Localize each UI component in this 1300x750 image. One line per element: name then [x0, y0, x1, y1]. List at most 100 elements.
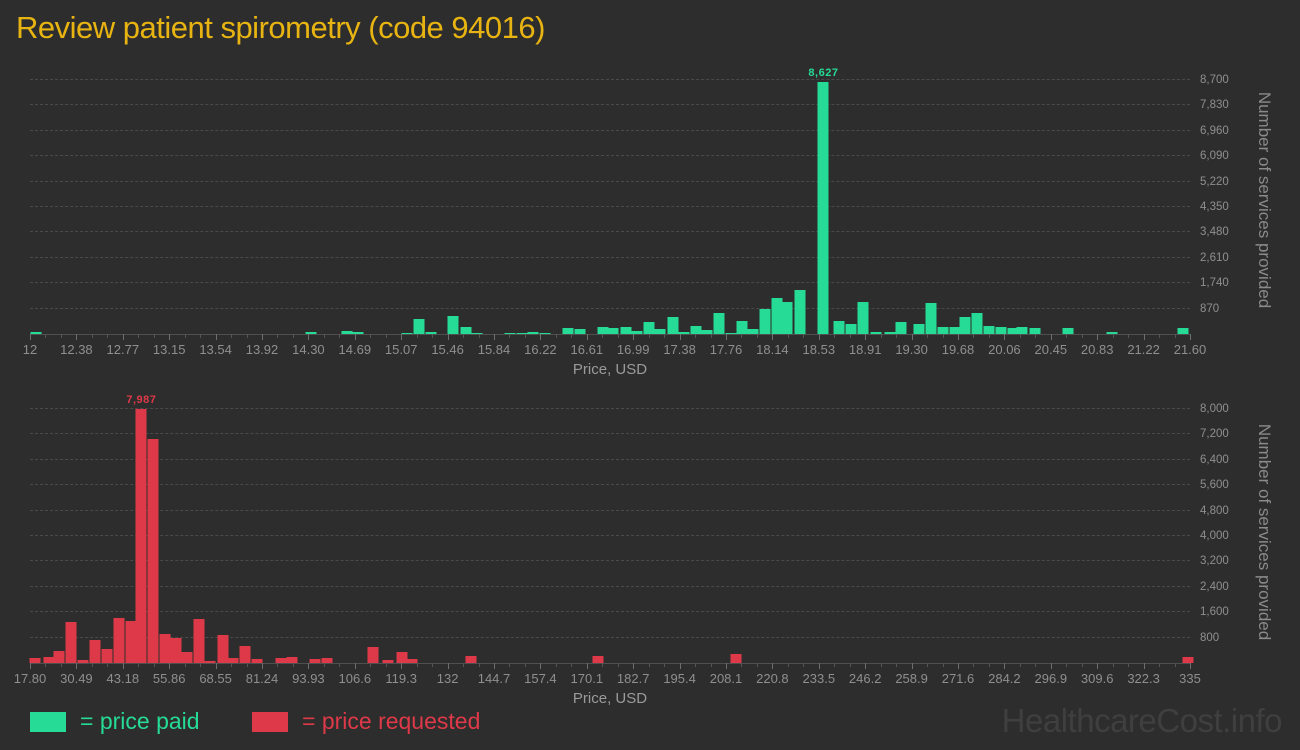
x-tick-label: 16.99 — [616, 342, 650, 357]
y-tick-label: 870 — [1200, 302, 1220, 315]
peak-value-label: 7,987 — [126, 394, 157, 407]
x-tick-label: 81.24 — [245, 671, 279, 686]
axis-tick — [401, 663, 403, 669]
x-tick-label: 15.46 — [431, 342, 464, 357]
y-tick-label: 4,800 — [1200, 504, 1229, 517]
x-tick-label: 21.60 — [1173, 342, 1207, 357]
axis-tick — [107, 663, 109, 667]
axis-tick — [200, 663, 202, 667]
x-axis-line — [30, 334, 1190, 335]
histogram-bar — [413, 319, 425, 334]
x-tick-label: 119.3 — [385, 671, 417, 686]
y-tick-label: 1,740 — [1200, 277, 1229, 290]
price-paid-legend-label: = price paid — [80, 708, 200, 734]
axis-tick — [385, 663, 387, 667]
x-tick-label: 20.06 — [988, 342, 1021, 357]
axis-tick — [617, 334, 619, 338]
x-tick-label: 157.4 — [524, 671, 557, 686]
axis-tick — [416, 663, 418, 667]
y-tick-label: 7,830 — [1200, 99, 1229, 112]
histogram-bar — [1007, 327, 1019, 334]
axis-tick — [555, 334, 557, 338]
histogram-bar — [227, 657, 239, 663]
histogram-bar — [286, 657, 298, 663]
x-tick-label: 271.6 — [941, 671, 975, 686]
axis-tick — [988, 663, 990, 667]
histogram-bar — [690, 325, 702, 334]
axis-tick — [323, 663, 325, 667]
x-tick-label: 68.55 — [199, 671, 232, 686]
axis-tick — [679, 334, 681, 340]
axis-tick — [973, 334, 975, 338]
axis-tick — [401, 334, 403, 340]
axis-tick — [122, 334, 124, 340]
axis-tick — [494, 663, 495, 669]
axis-tick — [60, 663, 62, 667]
histogram-bar — [971, 312, 983, 334]
axis-tick — [787, 663, 789, 667]
y-tick-label: 8,000 — [1200, 403, 1229, 415]
axis-tick — [540, 663, 542, 669]
price-requested-plot: 7,987 — [29, 394, 1194, 669]
histogram-bar — [125, 621, 137, 663]
histogram-bar — [181, 652, 193, 663]
axis-tick — [664, 663, 666, 667]
price-requested-xticks: 17.80 30.49 43.18 55.86 68.55 81.24 93.93 106.6… — [14, 671, 1201, 687]
gridline — [30, 611, 1190, 613]
axis-tick — [215, 663, 217, 669]
axis-tick — [958, 663, 959, 669]
gridline — [30, 408, 1190, 409]
price-paid-xaxis-title: Price, USD — [572, 361, 648, 378]
y-tick-label: 4,350 — [1200, 200, 1229, 213]
x-tick-label: 12.77 — [106, 342, 140, 357]
gridline — [30, 282, 1190, 284]
y-tick-label: 3,200 — [1200, 555, 1229, 568]
axis-tick — [1050, 663, 1052, 669]
axis-tick — [231, 334, 233, 338]
y-tick-label: 1,600 — [1200, 606, 1229, 619]
histogram-bar — [65, 622, 77, 663]
axis-tick — [45, 663, 47, 667]
axis-tick — [354, 334, 356, 340]
axis-tick — [354, 663, 356, 669]
gridline — [30, 636, 1190, 638]
histogram-bar — [516, 332, 528, 334]
axis-tick — [339, 663, 341, 667]
x-tick-label: 12 — [22, 342, 38, 357]
y-tick-label: 8,700 — [1200, 73, 1229, 86]
axis-tick — [509, 663, 511, 667]
axis-tick — [648, 663, 650, 667]
histogram-bar — [101, 649, 113, 663]
gridline — [30, 104, 1190, 106]
histogram-bar — [170, 637, 182, 663]
histogram-bar — [217, 635, 229, 663]
histogram-bar — [504, 333, 516, 334]
axis-tick — [30, 334, 31, 340]
axis-tick — [633, 334, 635, 340]
histogram-bar — [781, 301, 793, 334]
legend-item-price-requested: = price requested — [252, 708, 480, 735]
axis-tick — [277, 334, 279, 338]
x-tick-label: 43.18 — [106, 671, 140, 686]
histogram-bar — [925, 303, 937, 334]
axis-tick — [664, 334, 666, 338]
x-tick-label: 335 — [1179, 671, 1201, 686]
histogram-bar — [794, 290, 806, 334]
gridline — [30, 155, 1190, 157]
gridline — [30, 560, 1190, 562]
axis-tick — [262, 663, 263, 669]
axis-tick — [741, 334, 743, 338]
x-tick-label: 195.4 — [663, 671, 696, 686]
y-tick-label: 800 — [1200, 631, 1220, 644]
x-tick-label: 18.53 — [802, 342, 836, 357]
x-tick-label: 144.7 — [477, 671, 511, 686]
histogram-bar — [857, 301, 869, 334]
histogram-bar — [730, 654, 742, 663]
histogram-bar — [527, 332, 539, 334]
gridline — [30, 205, 1190, 207]
axis-tick — [339, 334, 341, 338]
histogram-bar — [43, 656, 55, 663]
y-tick-label: 7,200 — [1200, 428, 1229, 441]
histogram-bar — [275, 657, 287, 663]
